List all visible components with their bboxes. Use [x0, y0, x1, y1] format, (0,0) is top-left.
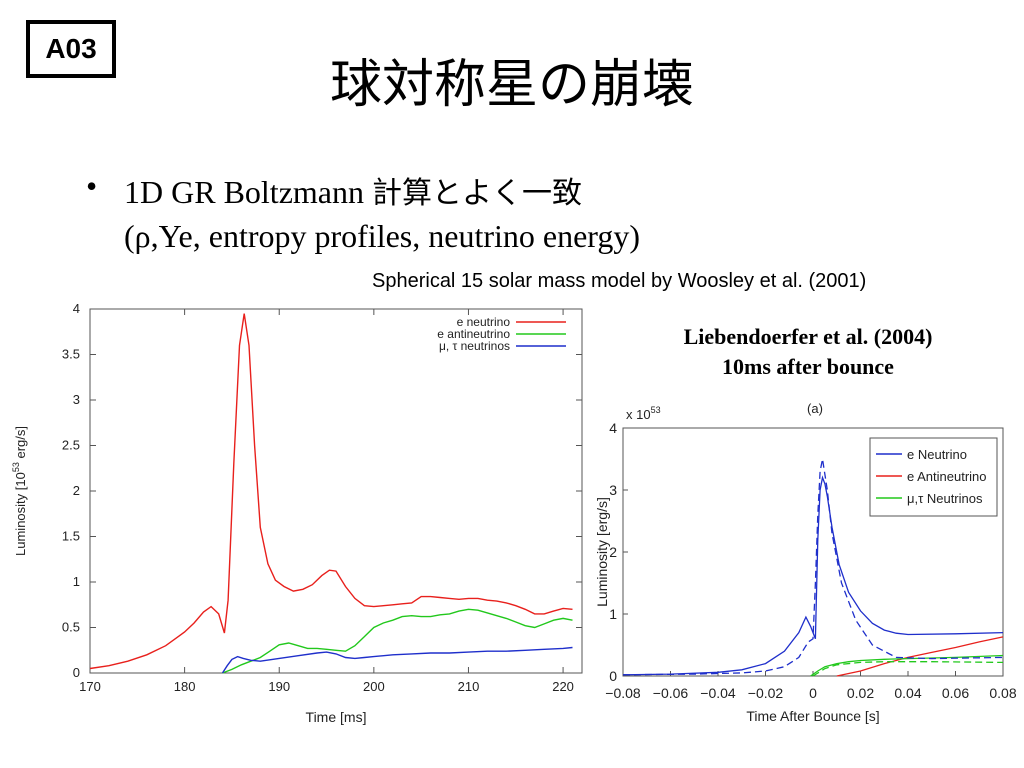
right-series-line	[836, 636, 1004, 677]
bullet-marker: •	[86, 168, 98, 204]
left-ytick-label: 3.5	[62, 347, 80, 362]
bullet-line-1-japanese: 計算とよく一致	[371, 176, 582, 211]
left-ytick-label: 3	[73, 392, 80, 407]
left-ytick-label: 2.5	[62, 438, 80, 453]
left-y-axis-label: Luminosity [1053 erg/s]	[11, 426, 28, 556]
right-y-axis-label: Luminosity [erg/s]	[594, 497, 610, 607]
right-ytick-label: 2	[609, 544, 617, 560]
bullet-line-1: 1D GR Boltzmann 計算とよく一致	[124, 168, 582, 212]
reference-line-1: Liebendoerfer et al. (2004)	[683, 324, 933, 349]
slide-title: 球対称星の崩壊	[329, 55, 694, 115]
left-xtick-label: 220	[552, 679, 574, 694]
right-ytick-label: 1	[609, 606, 617, 622]
model-caption: Spherical 15 solar mass model by Woosley…	[372, 270, 867, 292]
left-series-line	[89, 313, 573, 670]
reference-block: Liebendoerfer et al. (2004) 10ms after b…	[630, 322, 986, 382]
slide-badge: A03	[26, 20, 116, 78]
right-series-line	[622, 475, 1004, 676]
right-legend-label: e Neutrino	[907, 447, 967, 462]
right-xtick-label: −0.06	[653, 685, 689, 701]
right-series-line	[810, 654, 1004, 677]
bullet-line-1-latin: 1D GR Boltzmann	[124, 174, 372, 210]
right-xtick-label: −0.02	[748, 685, 784, 701]
left-legend-label: e neutrino	[457, 315, 511, 329]
right-exponent-label: x 1053	[626, 405, 661, 422]
right-ytick-label: 4	[609, 420, 617, 436]
left-xtick-label: 170	[79, 679, 101, 694]
left-series-line	[222, 608, 573, 674]
left-ytick-label: 0	[73, 665, 80, 680]
right-ytick-label: 3	[609, 482, 617, 498]
right-legend-label: μ,τ Neutrinos	[907, 491, 983, 506]
right-xtick-label: 0.06	[942, 685, 969, 701]
right-xtick-label: −0.08	[605, 685, 641, 701]
right-legend-box	[869, 437, 998, 517]
left-ytick-label: 2	[73, 483, 80, 498]
right-series-dashed-line	[812, 661, 1004, 677]
right-x-axis-label: Time After Bounce [s]	[746, 708, 879, 724]
left-legend-label: e antineutrino	[437, 327, 510, 341]
reference-line-2: 10ms after bounce	[722, 354, 894, 379]
bullet-line-2: (ρ,Ye, entropy profiles, neutrino energy…	[124, 218, 641, 254]
left-x-axis-label: Time [ms]	[306, 709, 367, 725]
left-ytick-label: 0.5	[62, 620, 80, 635]
right-legend-label: e Antineutrino	[907, 469, 987, 484]
right-series-dashed-line	[622, 458, 1004, 676]
right-xtick-label: 0.08	[989, 685, 1016, 701]
left-xtick-label: 190	[268, 679, 290, 694]
right-ytick-label: 0	[609, 668, 617, 684]
left-ytick-label: 1.5	[62, 529, 80, 544]
right-xtick-label: 0.04	[894, 685, 921, 701]
right-xtick-label: 0.02	[847, 685, 874, 701]
left-ytick-label: 1	[73, 574, 80, 589]
right-xtick-label: −0.04	[700, 685, 736, 701]
left-ytick-label: 4	[73, 301, 80, 316]
right-chart-title: (a)	[807, 401, 823, 416]
left-series-line	[221, 646, 573, 674]
left-xtick-label: 180	[174, 679, 196, 694]
left-xtick-label: 200	[363, 679, 385, 694]
left-xtick-label: 210	[458, 679, 480, 694]
right-xtick-label: 0	[809, 685, 817, 701]
left-legend-label: μ, τ neutrinos	[439, 339, 510, 353]
